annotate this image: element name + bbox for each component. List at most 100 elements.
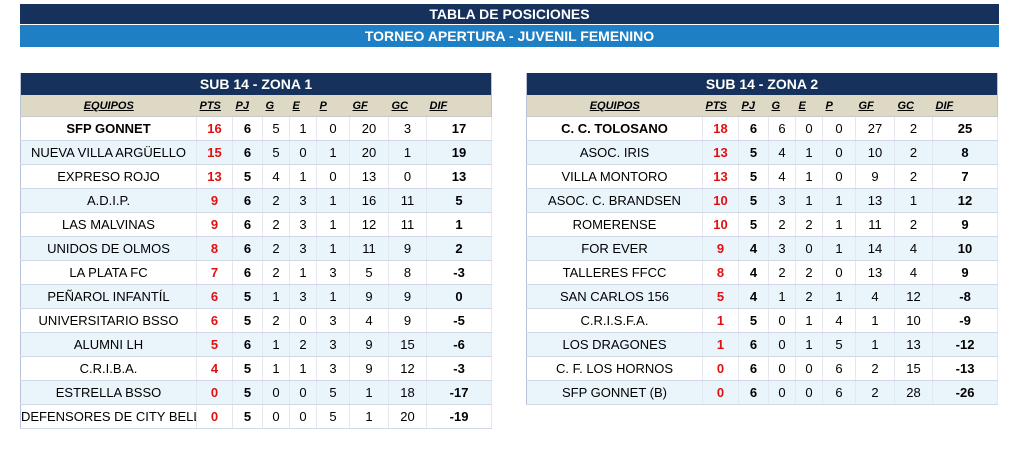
goals-against-cell: 10 xyxy=(894,308,933,333)
lost-cell: 5 xyxy=(316,380,350,405)
drawn-cell: 0 xyxy=(289,140,317,165)
goals-against-cell: 2 xyxy=(894,164,933,189)
team-name-cell: PEÑAROL INFANTÍL xyxy=(20,284,197,309)
goal-difference-cell: 19 xyxy=(426,140,493,165)
table-row: A.D.I.P. 9 6 2 3 1 16 11 5 xyxy=(20,188,493,213)
team-name-cell: ROMERENSE xyxy=(526,212,703,237)
goals-for-cell: 1 xyxy=(349,380,389,405)
drawn-cell: 2 xyxy=(289,332,317,357)
goals-against-cell: 3 xyxy=(388,116,427,141)
lost-cell: 1 xyxy=(822,284,856,309)
table-row: C. C. TOLOSANO 18 6 6 0 0 27 2 25 xyxy=(526,116,999,141)
goals-for-cell: 9 xyxy=(349,332,389,357)
table-body: SFP GONNET 16 6 5 1 0 20 3 17 NUEVA VILLA ARGÜELL… xyxy=(20,116,493,429)
played-cell: 6 xyxy=(738,116,769,141)
goals-against-cell: 12 xyxy=(388,356,427,381)
points-cell: 10 xyxy=(702,188,739,213)
team-name-cell: DEFENSORES DE CITY BELL xyxy=(20,404,197,429)
table-row: UNIDOS DE OLMOS 8 6 2 3 1 11 9 2 xyxy=(20,236,493,261)
team-name-cell: C.R.I.S.F.A. xyxy=(526,308,703,333)
points-cell: 0 xyxy=(702,380,739,405)
lost-cell: 6 xyxy=(822,380,856,405)
goal-difference-cell: 12 xyxy=(932,188,999,213)
table-row: DEFENSORES DE CITY BELL 0 5 0 0 5 1 20 -19 xyxy=(20,404,493,429)
lost-cell: 3 xyxy=(316,332,350,357)
played-cell: 5 xyxy=(738,308,769,333)
played-cell: 6 xyxy=(232,260,263,285)
column-header-g: G xyxy=(262,95,290,117)
goals-for-cell: 2 xyxy=(855,356,895,381)
lost-cell: 1 xyxy=(822,236,856,261)
played-cell: 5 xyxy=(232,380,263,405)
drawn-cell: 0 xyxy=(289,404,317,429)
goal-difference-cell: 10 xyxy=(932,236,999,261)
table-row: VILLA MONTORO 13 5 4 1 0 9 2 7 xyxy=(526,164,999,189)
team-name-cell: SFP GONNET (B) xyxy=(526,380,703,405)
goals-for-cell: 13 xyxy=(855,188,895,213)
team-name-cell: FOR EVER xyxy=(526,236,703,261)
goal-difference-cell: 9 xyxy=(932,212,999,237)
drawn-cell: 3 xyxy=(289,212,317,237)
goal-difference-cell: 17 xyxy=(426,116,493,141)
played-cell: 5 xyxy=(738,164,769,189)
drawn-cell: 1 xyxy=(289,164,317,189)
goals-for-cell: 9 xyxy=(349,284,389,309)
won-cell: 0 xyxy=(262,404,290,429)
drawn-cell: 1 xyxy=(289,356,317,381)
page-subtitle: TORNEO APERTURA - JUVENIL FEMENINO xyxy=(20,25,999,47)
table-row: LOS DRAGONES 1 6 0 1 5 1 13 -12 xyxy=(526,332,999,357)
goals-against-cell: 9 xyxy=(388,284,427,309)
table-row: C. F. LOS HORNOS 0 6 0 0 6 2 15 -13 xyxy=(526,356,999,381)
drawn-cell: 0 xyxy=(289,308,317,333)
won-cell: 0 xyxy=(768,332,796,357)
drawn-cell: 2 xyxy=(795,284,823,309)
column-header-gc: GC xyxy=(388,95,427,117)
team-name-cell: SFP GONNET xyxy=(20,116,197,141)
points-cell: 9 xyxy=(196,212,233,237)
won-cell: 2 xyxy=(768,260,796,285)
goals-for-cell: 1 xyxy=(855,308,895,333)
played-cell: 5 xyxy=(232,356,263,381)
goal-difference-cell: -5 xyxy=(426,308,493,333)
points-cell: 13 xyxy=(196,164,233,189)
column-header-pts: PTS xyxy=(702,95,739,117)
lost-cell: 0 xyxy=(316,164,350,189)
column-header-e: E xyxy=(795,95,823,117)
column-header-g: G xyxy=(768,95,796,117)
table-row: EXPRESO ROJO 13 5 4 1 0 13 0 13 xyxy=(20,164,493,189)
team-name-cell: LOS DRAGONES xyxy=(526,332,703,357)
points-cell: 0 xyxy=(196,380,233,405)
goals-for-cell: 14 xyxy=(855,236,895,261)
goals-for-cell: 4 xyxy=(855,284,895,309)
team-name-cell: EXPRESO ROJO xyxy=(20,164,197,189)
table-row: ASOC. C. BRANDSEN 10 5 3 1 1 13 1 12 xyxy=(526,188,999,213)
lost-cell: 3 xyxy=(316,308,350,333)
points-cell: 5 xyxy=(196,332,233,357)
won-cell: 1 xyxy=(262,356,290,381)
won-cell: 4 xyxy=(262,164,290,189)
goals-for-cell: 12 xyxy=(349,212,389,237)
goal-difference-cell: 2 xyxy=(426,236,493,261)
column-header-e: E xyxy=(289,95,317,117)
goal-difference-cell: 13 xyxy=(426,164,493,189)
goal-difference-cell: -3 xyxy=(426,260,493,285)
drawn-cell: 1 xyxy=(795,308,823,333)
points-cell: 18 xyxy=(702,116,739,141)
points-cell: 10 xyxy=(702,212,739,237)
drawn-cell: 1 xyxy=(795,140,823,165)
goal-difference-cell: -6 xyxy=(426,332,493,357)
points-cell: 13 xyxy=(702,164,739,189)
drawn-cell: 1 xyxy=(289,116,317,141)
goals-for-cell: 11 xyxy=(349,236,389,261)
won-cell: 4 xyxy=(768,140,796,165)
goals-against-cell: 2 xyxy=(894,140,933,165)
lost-cell: 0 xyxy=(822,140,856,165)
column-header-p: P xyxy=(822,95,856,117)
goal-difference-cell: 9 xyxy=(932,260,999,285)
won-cell: 2 xyxy=(262,212,290,237)
drawn-cell: 2 xyxy=(795,212,823,237)
points-cell: 16 xyxy=(196,116,233,141)
goal-difference-cell: -13 xyxy=(932,356,999,381)
goal-difference-cell: 5 xyxy=(426,188,493,213)
played-cell: 6 xyxy=(232,116,263,141)
